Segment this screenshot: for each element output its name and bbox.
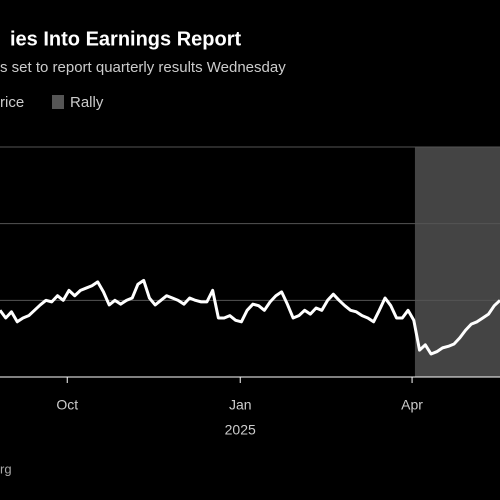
price-line (0, 278, 500, 356)
x-tick-label: Jan (229, 397, 252, 413)
legend-label: rice (0, 94, 24, 111)
legend-swatch (52, 95, 64, 109)
chart-title: ies Into Earnings Report (10, 28, 241, 50)
source: rg (0, 461, 12, 476)
chart-subtitle: s set to report quarterly results Wednes… (0, 59, 286, 76)
x-tick-label: Oct (56, 397, 78, 413)
x-tick-label: Apr (401, 397, 423, 413)
legend-label: Rally (70, 94, 104, 111)
year-label: 2025 (225, 422, 256, 438)
